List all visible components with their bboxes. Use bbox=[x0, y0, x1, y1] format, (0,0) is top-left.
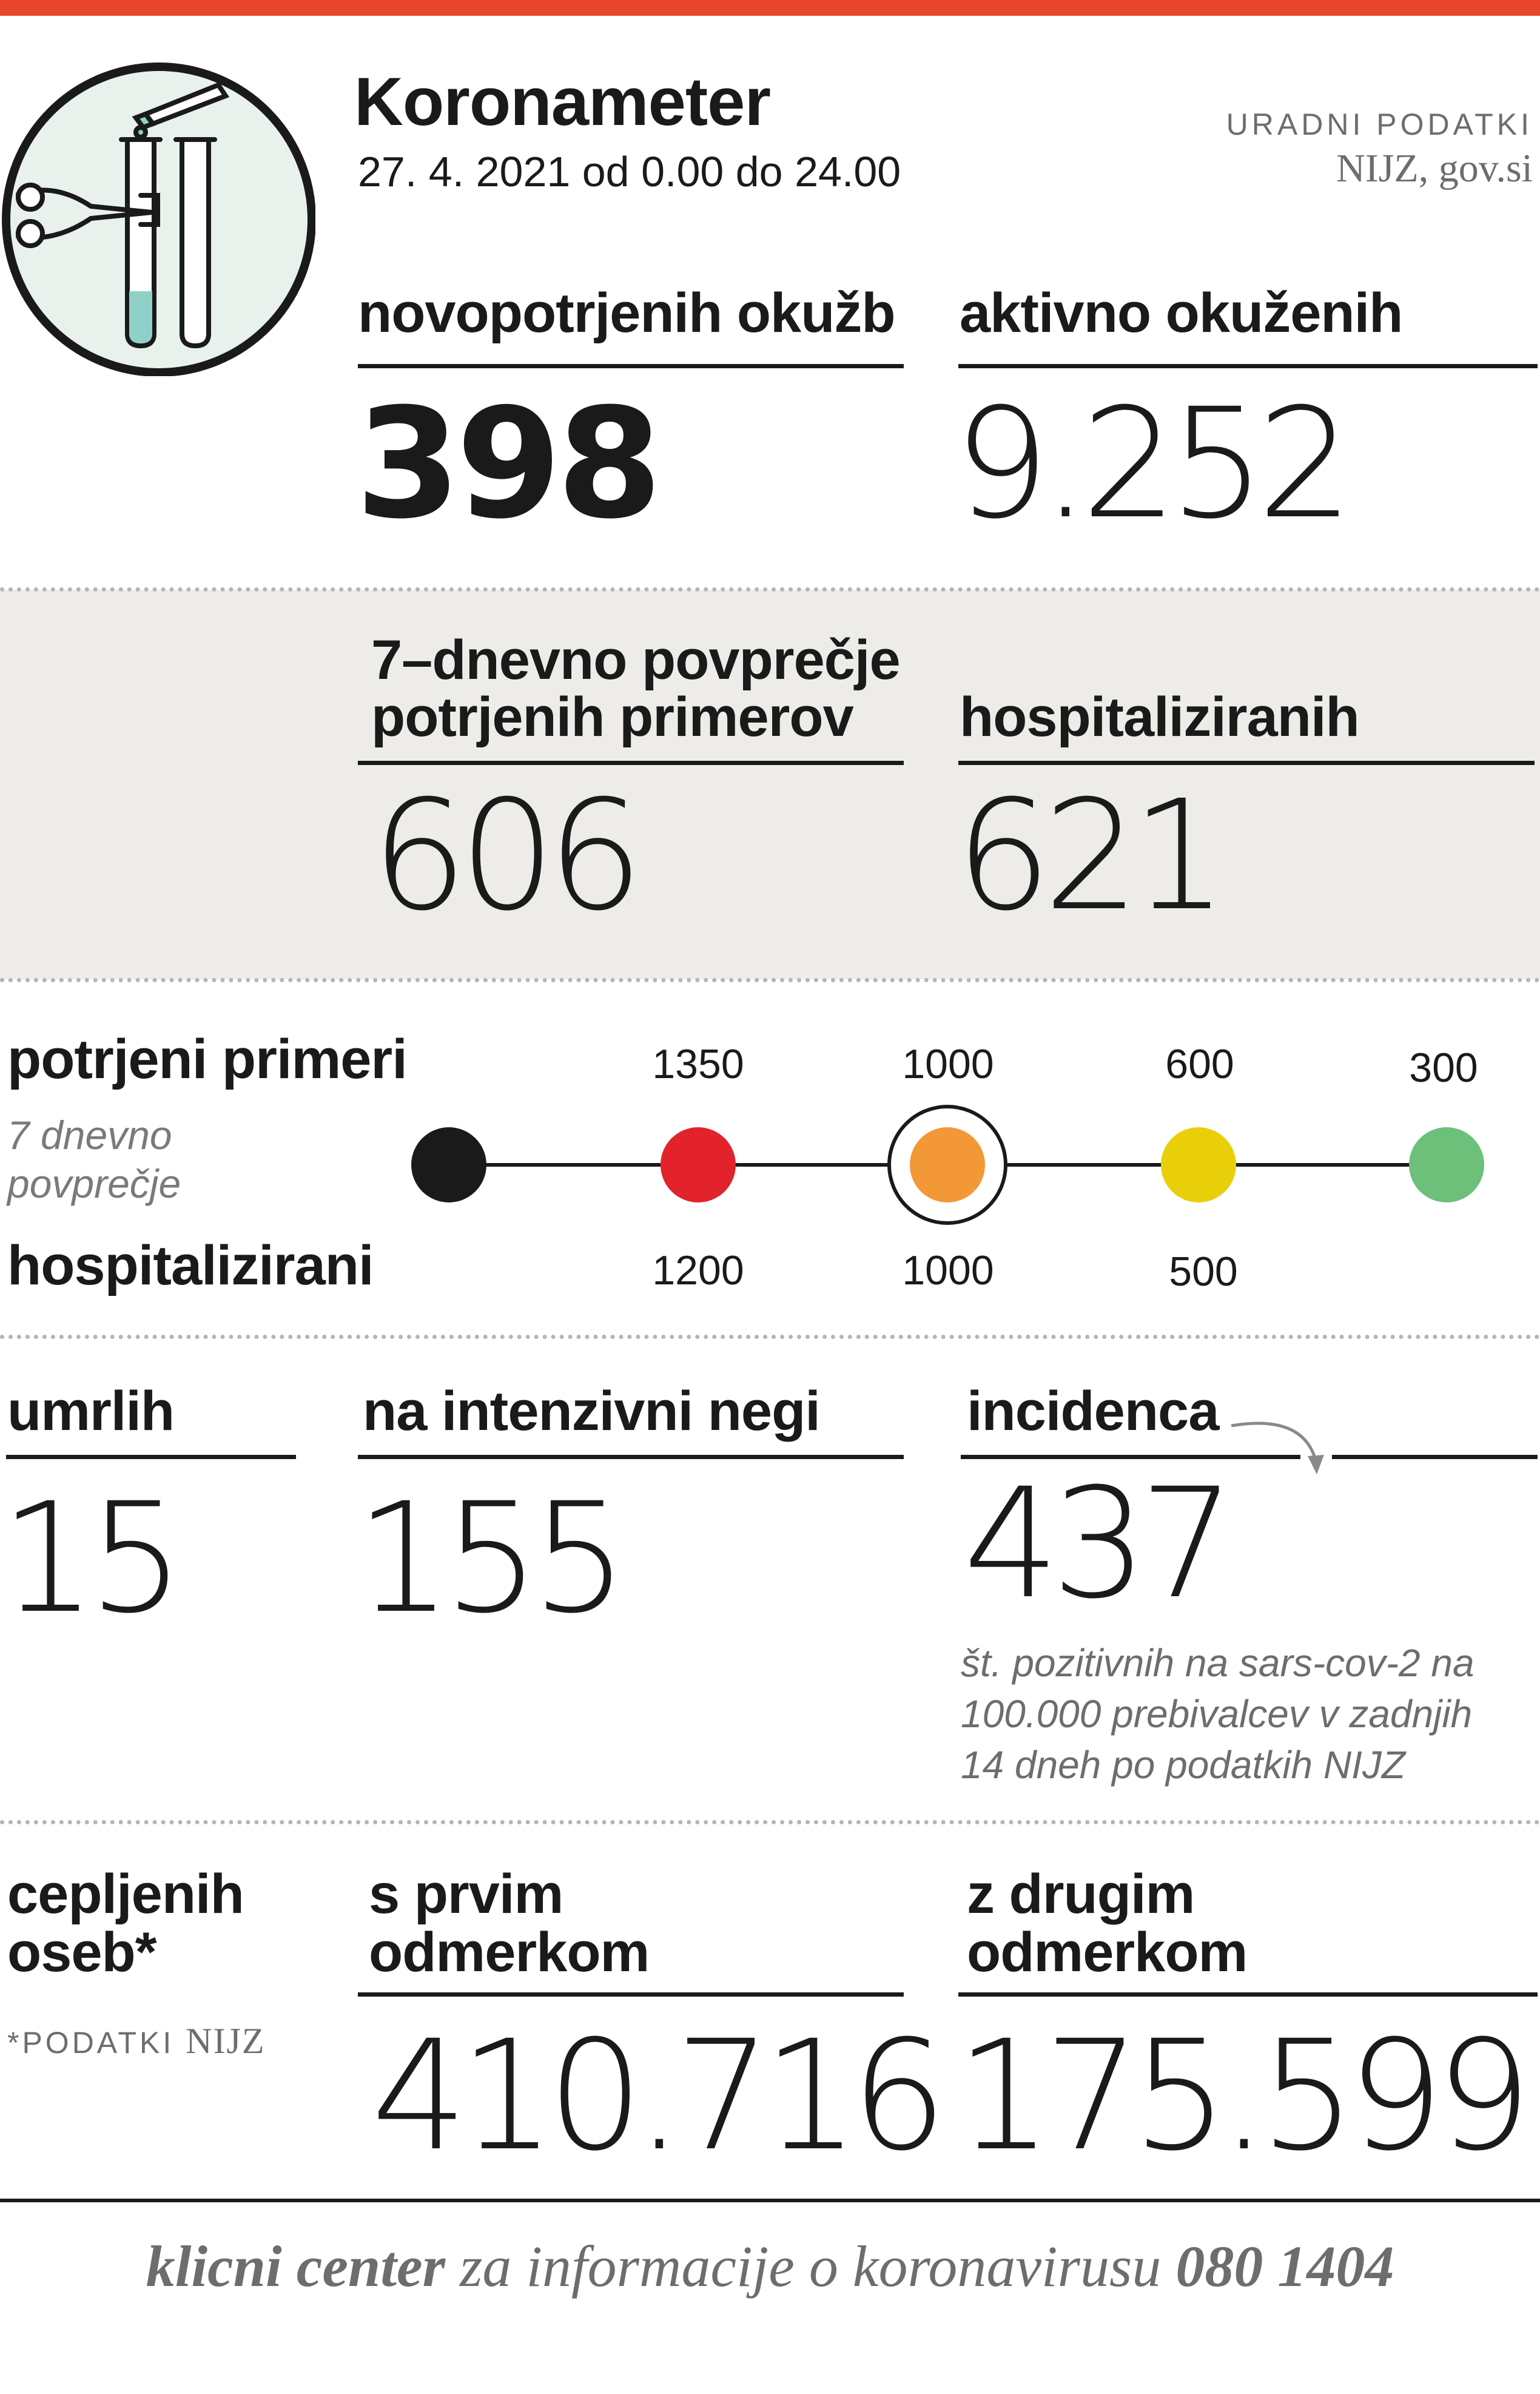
divider bbox=[358, 1992, 904, 1997]
vaccinated-label-1: cepljenih bbox=[7, 1863, 244, 1925]
report-date: 27. 4. 2021 od 0.00 do 24.00 bbox=[358, 148, 901, 195]
footer-divider bbox=[0, 2199, 1540, 2202]
divider bbox=[958, 1992, 1538, 1997]
level-dot-black bbox=[411, 1127, 486, 1202]
cases-tick: 600 bbox=[1165, 1041, 1234, 1087]
divider bbox=[358, 364, 904, 368]
source-label: URADNI PODATKI bbox=[1226, 107, 1533, 141]
footnote-source: NIJZ bbox=[186, 2021, 266, 2061]
hospitalized-value: 621 bbox=[955, 767, 1228, 944]
dotted-separator bbox=[0, 1335, 1540, 1339]
new-cases-value: 398 bbox=[355, 376, 662, 552]
level-dot-red bbox=[661, 1127, 736, 1202]
divider bbox=[6, 1455, 296, 1459]
active-cases-label: aktivno okuženih bbox=[960, 282, 1403, 344]
incidence-value: 437 bbox=[963, 1455, 1236, 1632]
level-dot-yellow bbox=[1161, 1127, 1236, 1202]
top-accent-bar bbox=[0, 0, 1540, 16]
cases-tick: 1000 bbox=[902, 1041, 994, 1087]
divider bbox=[358, 761, 904, 765]
page-title: Koronameter bbox=[354, 64, 771, 140]
deaths-label: umrlih bbox=[7, 1380, 175, 1442]
call-center-phone[interactable]: 080 1404 bbox=[1175, 2234, 1394, 2299]
dotted-separator bbox=[0, 587, 1540, 592]
call-center-banner: klicni center za informacije o koronavir… bbox=[0, 2233, 1540, 2300]
deaths-value: 15 bbox=[0, 1470, 184, 1647]
active-cases-value: 9.252 bbox=[953, 376, 1354, 552]
seven-day-average-label-2: potrjenih primerov bbox=[371, 686, 854, 748]
source-name: NIJZ, gov.si bbox=[1336, 146, 1533, 191]
dotted-separator bbox=[0, 978, 1540, 982]
second-dose-label-1: z drugim bbox=[967, 1863, 1195, 1925]
scale-hospitalized-label: hospitalizirani bbox=[7, 1235, 374, 1296]
hospitalized-label: hospitaliziranih bbox=[960, 686, 1360, 748]
incidence-description-2: 100.000 prebivalcev v zadnjih bbox=[961, 1692, 1473, 1736]
level-dot-green bbox=[1409, 1127, 1484, 1202]
hospitalized-tick: 1200 bbox=[652, 1247, 744, 1293]
vaccination-footnote: *PODATKI NIJZ bbox=[7, 2020, 266, 2062]
hospitalized-tick: 1000 bbox=[902, 1247, 994, 1293]
dotted-separator bbox=[0, 1820, 1540, 1824]
new-cases-label: novopotrjenih okužb bbox=[358, 282, 896, 344]
seven-day-average-label-1: 7–dnevno povprečje bbox=[371, 629, 901, 691]
divider bbox=[958, 364, 1538, 368]
divider bbox=[961, 1455, 1300, 1459]
incidence-description-3: 14 dneh po podatkih NIJZ bbox=[961, 1743, 1405, 1787]
second-dose-value: 175.599 bbox=[956, 2008, 1532, 2184]
seven-day-average-value: 606 bbox=[371, 767, 644, 944]
footnote-prefix: *PODATKI bbox=[7, 2026, 175, 2060]
divider bbox=[1332, 1455, 1538, 1459]
vaccinated-label-2: oseb* bbox=[7, 1921, 157, 1983]
cases-tick: 300 bbox=[1409, 1045, 1478, 1091]
test-tubes-icon bbox=[2, 62, 315, 376]
incidence-description-1: št. pozitivnih na sars-cov-2 na bbox=[961, 1641, 1474, 1685]
incidence-label: incidenca bbox=[967, 1380, 1219, 1442]
curved-arrow-icon bbox=[1231, 1421, 1324, 1474]
hospitalized-tick: 500 bbox=[1169, 1249, 1238, 1295]
grey-panel bbox=[0, 590, 1540, 979]
icu-value: 155 bbox=[355, 1470, 628, 1647]
divider bbox=[958, 761, 1535, 765]
cases-tick: 1350 bbox=[652, 1041, 744, 1087]
scale-sublabel-1: 7 dnevno bbox=[7, 1113, 172, 1158]
call-center-text: za informacije o koronavirusu bbox=[459, 2234, 1162, 2299]
divider bbox=[358, 1455, 904, 1459]
level-dot-orange bbox=[910, 1127, 985, 1202]
alert-scale bbox=[411, 1105, 1484, 1225]
second-dose-label-2: odmerkom bbox=[967, 1921, 1248, 1983]
scale-cases-label: potrjeni primeri bbox=[7, 1028, 408, 1090]
scale-sublabel-2: povprečje bbox=[7, 1161, 181, 1206]
first-dose-value: 410.716 bbox=[371, 2008, 947, 2184]
first-dose-label-2: odmerkom bbox=[369, 1921, 650, 1983]
first-dose-label-1: s prvim bbox=[369, 1863, 563, 1925]
call-center-title: klicni center bbox=[146, 2234, 445, 2299]
icu-label: na intenzivni negi bbox=[363, 1380, 821, 1442]
